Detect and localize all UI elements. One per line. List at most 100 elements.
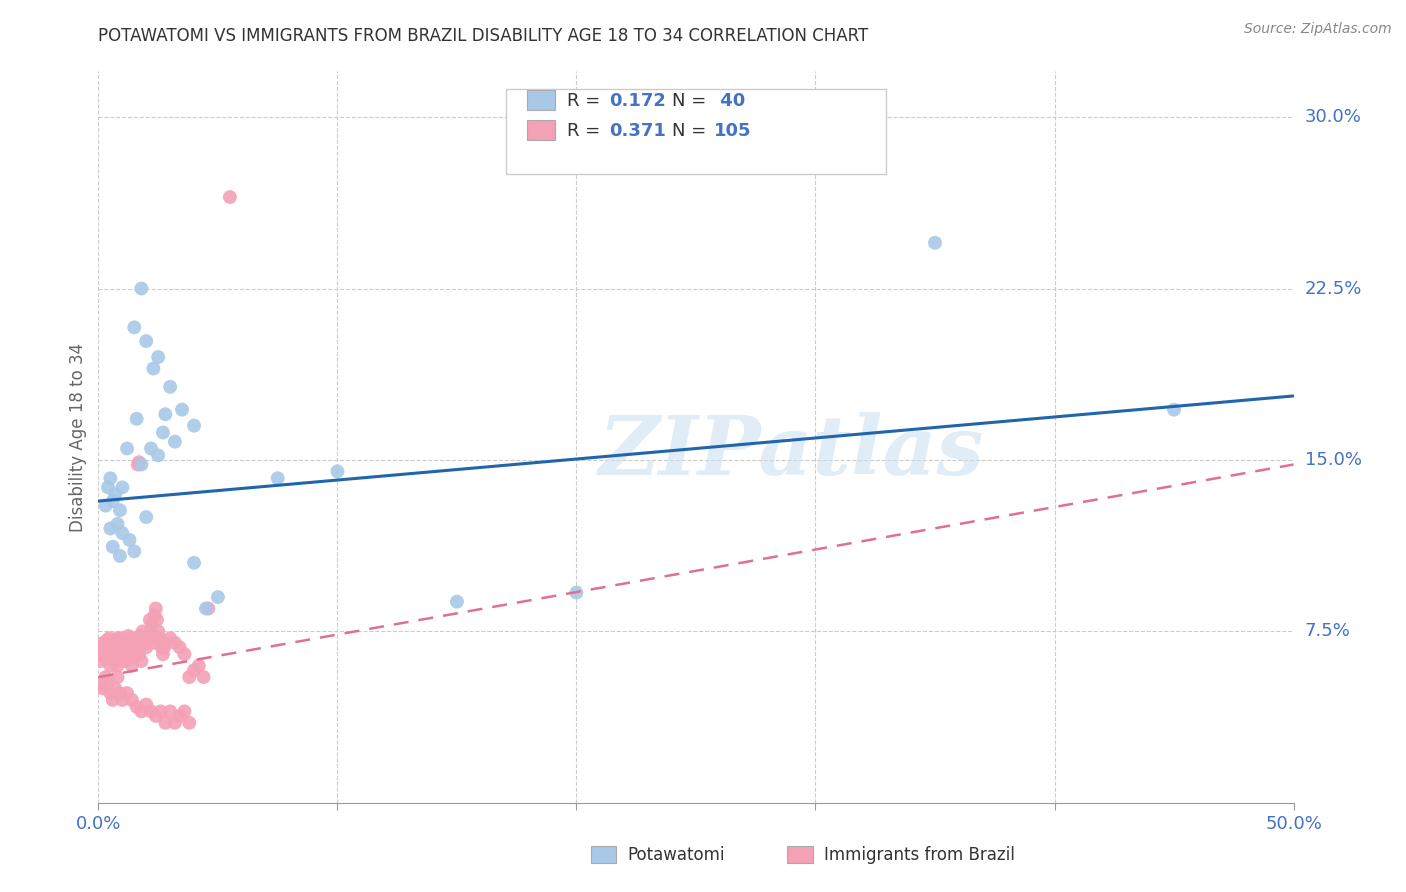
Point <box>136 633 159 648</box>
Point <box>101 649 124 664</box>
Point <box>98 521 122 535</box>
Text: Source: ZipAtlas.com: Source: ZipAtlas.com <box>1244 22 1392 37</box>
Point <box>104 654 127 668</box>
Point <box>159 632 181 646</box>
Point <box>98 686 122 700</box>
Point <box>131 458 153 472</box>
Point <box>124 320 146 334</box>
Point <box>197 601 219 615</box>
Point <box>125 699 148 714</box>
Point <box>107 636 129 650</box>
Point <box>267 471 290 485</box>
Point <box>127 458 149 472</box>
Point <box>118 652 141 666</box>
Text: Potawatomi: Potawatomi <box>627 846 724 863</box>
Point <box>124 633 146 648</box>
Point <box>146 613 169 627</box>
Point <box>187 658 209 673</box>
Point <box>132 632 155 646</box>
Point <box>183 556 205 570</box>
Y-axis label: Disability Age 18 to 34: Disability Age 18 to 34 <box>69 343 87 532</box>
Point <box>139 442 162 456</box>
Point <box>121 632 143 646</box>
Point <box>90 647 112 661</box>
Point <box>121 658 143 673</box>
Point <box>98 471 122 485</box>
Point <box>94 645 117 659</box>
Point <box>100 640 122 655</box>
Point <box>173 705 195 719</box>
Point <box>183 418 205 433</box>
Point <box>108 647 131 661</box>
Point <box>104 681 127 696</box>
Text: Immigrants from Brazil: Immigrants from Brazil <box>824 846 1015 863</box>
Point <box>134 636 156 650</box>
Point <box>114 636 136 650</box>
Point <box>169 640 191 655</box>
Point <box>194 601 217 615</box>
Point <box>111 480 134 494</box>
Point <box>148 624 170 639</box>
Text: 40: 40 <box>714 92 745 110</box>
Point <box>105 638 128 652</box>
Point <box>135 510 157 524</box>
Point <box>326 464 349 478</box>
Point <box>118 533 141 547</box>
Point <box>149 636 172 650</box>
Point <box>142 636 165 650</box>
Point <box>139 705 162 719</box>
Point <box>145 601 167 615</box>
Point <box>207 590 229 604</box>
Point <box>128 455 150 469</box>
Point <box>108 503 131 517</box>
Point <box>111 693 134 707</box>
Point <box>924 235 946 250</box>
Point <box>111 636 134 650</box>
Point <box>112 642 135 657</box>
Point <box>148 350 170 364</box>
Point <box>135 698 157 712</box>
Point <box>121 693 143 707</box>
Point <box>139 613 162 627</box>
Point <box>91 681 114 696</box>
Point <box>131 654 153 668</box>
Point <box>97 642 120 657</box>
Point <box>148 449 170 463</box>
Point <box>120 640 142 655</box>
Point <box>135 640 157 655</box>
Point <box>159 705 181 719</box>
Text: 105: 105 <box>714 122 752 140</box>
Point <box>1163 402 1185 417</box>
Point <box>141 617 163 632</box>
Point <box>117 629 139 643</box>
Point <box>122 636 145 650</box>
Text: 22.5%: 22.5% <box>1305 279 1362 298</box>
Text: 0.172: 0.172 <box>609 92 665 110</box>
Point <box>98 647 122 661</box>
Point <box>163 636 186 650</box>
Point <box>91 640 114 655</box>
Point <box>124 544 146 558</box>
Point <box>124 638 146 652</box>
Point <box>101 494 124 508</box>
Point <box>101 693 124 707</box>
Point <box>172 402 194 417</box>
Text: 30.0%: 30.0% <box>1305 108 1361 126</box>
Point <box>94 499 117 513</box>
Point <box>145 709 167 723</box>
Point <box>103 640 125 655</box>
Point <box>169 709 191 723</box>
Text: 15.0%: 15.0% <box>1305 451 1361 469</box>
Point <box>125 412 148 426</box>
Point <box>135 334 157 348</box>
Point <box>107 670 129 684</box>
Point <box>131 281 153 295</box>
Point <box>128 647 150 661</box>
Point <box>155 636 177 650</box>
Point <box>125 640 148 655</box>
Point <box>131 705 153 719</box>
Point <box>114 654 136 668</box>
Point <box>153 640 176 655</box>
Point <box>94 638 117 652</box>
Point <box>90 654 112 668</box>
